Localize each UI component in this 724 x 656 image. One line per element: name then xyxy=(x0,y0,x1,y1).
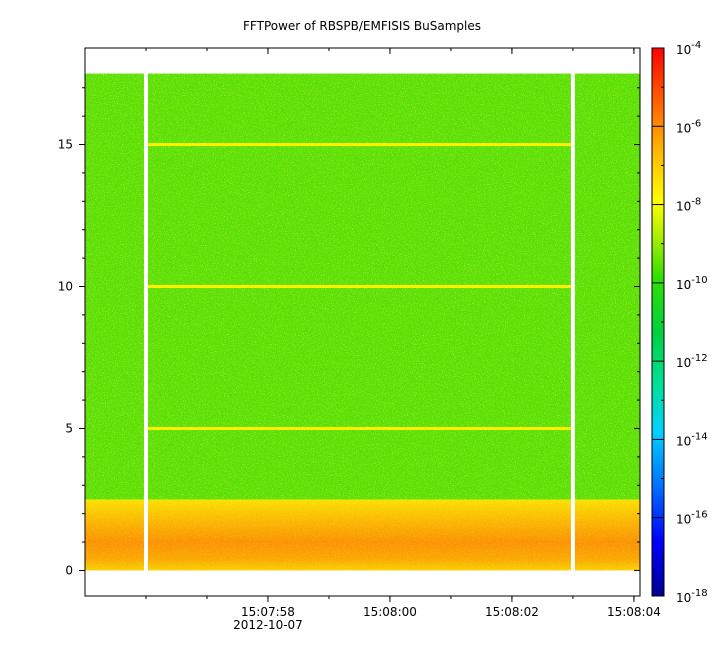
colorbar-tick-label: 10-8 xyxy=(676,197,701,214)
plot-area xyxy=(84,47,641,597)
colorbar-tick-label: 10-10 xyxy=(676,275,708,292)
colorbar: 10-4 10-6 10-8 10-10 10-12 10-14 10-16 10-18 xyxy=(651,40,708,605)
x-tick-date-label: 2012-10-07 xyxy=(233,618,303,632)
interference-line xyxy=(147,143,571,147)
y-tick-label: 10 xyxy=(58,280,73,294)
colorbar-tick-label: 10-12 xyxy=(676,353,708,370)
x-tick-label: 15:08:04 xyxy=(607,605,661,619)
chart-title: FFTPower of RBSPB/EMFISIS BuSamples xyxy=(243,19,481,33)
colorbar-tick-label: 10-4 xyxy=(676,40,701,57)
x-tick-label: 15:08:00 xyxy=(363,605,417,619)
colorbar-tick-label: 10-16 xyxy=(676,510,708,527)
colorbar-tick-label: 10-6 xyxy=(676,118,701,135)
band-noise xyxy=(85,499,640,571)
x-tick-label: 15:08:02 xyxy=(485,605,539,619)
data-gap xyxy=(570,73,575,571)
y-axis: 0 5 10 15 xyxy=(58,87,640,577)
interference-line xyxy=(147,426,571,430)
y-tick-label: 5 xyxy=(65,421,73,435)
interference-line xyxy=(147,285,571,289)
data-gap xyxy=(143,73,148,571)
x-tick-label: 15:07:58 xyxy=(241,605,295,619)
colorbar-tick-label: 10-18 xyxy=(676,588,708,605)
spectrogram-image xyxy=(85,73,640,571)
plot-frame xyxy=(84,47,641,597)
y-tick-label: 15 xyxy=(58,138,73,152)
colorbar-tick-label: 10-14 xyxy=(676,431,708,448)
y-tick-label: 0 xyxy=(65,563,73,577)
